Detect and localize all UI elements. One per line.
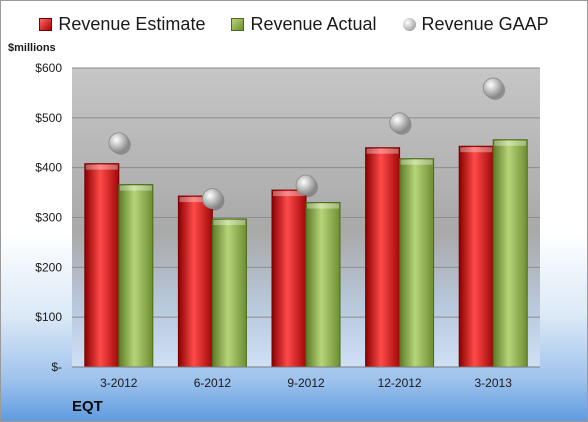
gaap-swatch — [402, 18, 416, 31]
bar-revenue-actual — [305, 202, 341, 368]
bar-revenue-actual — [399, 158, 435, 368]
estimate-swatch — [39, 18, 53, 31]
y-tick-label: $200 — [35, 260, 62, 274]
bar-highlight — [400, 159, 433, 165]
x-tick-label: 9-2012 — [287, 376, 325, 390]
bar-revenue-actual — [492, 139, 528, 368]
x-tick-label: 12-2012 — [378, 376, 422, 390]
y-tick-label: $500 — [35, 111, 62, 125]
bar-revenue-estimate — [365, 147, 401, 368]
bar-revenue-actual — [118, 184, 154, 368]
y-tick-label: $- — [51, 360, 62, 374]
bar-highlight — [213, 219, 246, 225]
gaap-point — [108, 132, 130, 154]
legend-item-gaap: Revenue GAAP — [402, 14, 549, 35]
gaap-point — [201, 188, 223, 209]
legend-item-estimate: Revenue Estimate — [39, 14, 205, 35]
legend-item-actual: Revenue Actual — [231, 14, 377, 35]
bar-highlight — [119, 185, 152, 191]
x-tick-label: 3-2013 — [475, 376, 513, 390]
bar-revenue-estimate — [271, 189, 307, 368]
company-label: EQT — [72, 398, 103, 415]
y-tick-label: $300 — [35, 211, 62, 225]
bar-revenue-estimate — [177, 195, 213, 368]
bar-revenue-actual — [211, 218, 247, 368]
legend-label-actual: Revenue Actual — [250, 14, 377, 34]
y-tick-label: $600 — [35, 61, 62, 75]
legend-label-estimate: Revenue Estimate — [58, 14, 206, 34]
bar-highlight — [179, 197, 212, 203]
chart-legend: Revenue Estimate Revenue Actual Revenue … — [0, 14, 588, 35]
gaap-point — [482, 77, 504, 99]
bar-revenue-estimate — [84, 163, 120, 368]
bar-highlight — [494, 140, 527, 146]
bar-highlight — [460, 147, 493, 153]
x-tick-label: 3-2012 — [100, 376, 138, 390]
y-tick-label: $100 — [35, 310, 62, 324]
legend-label-gaap: Revenue GAAP — [421, 14, 549, 34]
bar-highlight — [307, 203, 339, 209]
x-tick-label: 6-2012 — [194, 376, 232, 390]
y-tick-label: $400 — [35, 161, 62, 175]
bar-revenue-estimate — [458, 145, 494, 368]
y-axis-unit-label: $millions — [8, 42, 56, 54]
bar-highlight — [366, 148, 399, 154]
gaap-point — [295, 174, 317, 196]
gaap-point — [389, 112, 411, 134]
bar-highlight — [85, 164, 118, 170]
actual-swatch — [231, 18, 245, 31]
bar-highlight — [273, 191, 305, 197]
